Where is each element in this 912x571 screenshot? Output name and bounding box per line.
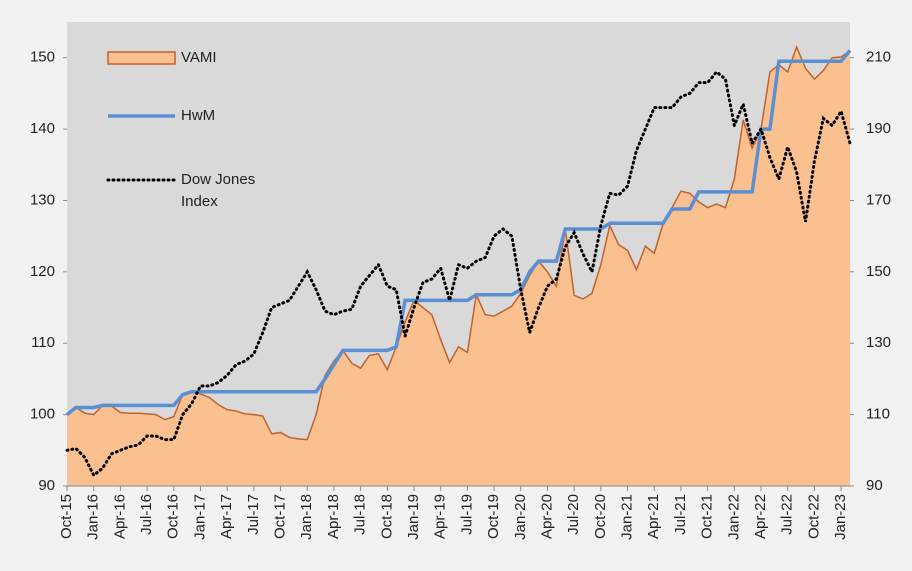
y-tick-label: 110: [31, 334, 55, 351]
y2-tick-label: 150: [866, 263, 891, 280]
y-tick-label: 120: [30, 263, 55, 280]
x-tick-label: Jan-16: [85, 494, 102, 540]
x-tick-label: Jan-18: [298, 494, 315, 540]
x-tick-label: Oct-22: [805, 494, 822, 539]
x-tick-label: Apr-16: [111, 494, 128, 539]
x-tick-label: Jan-22: [725, 494, 742, 540]
y2-tick-label: 90: [866, 477, 883, 494]
x-tick-label: Jan-19: [405, 494, 422, 540]
y-tick-label: 140: [30, 120, 55, 137]
x-tick-label: Oct-18: [378, 494, 395, 539]
x-tick-label: Oct-21: [699, 494, 716, 539]
y-tick-label: 90: [38, 477, 55, 494]
x-tick-label: Oct-17: [272, 494, 289, 539]
legend-swatch: [107, 51, 176, 65]
x-tick-label: Oct-19: [485, 494, 502, 539]
x-tick-label: Jul-21: [672, 494, 689, 535]
x-tick-label: Oct-16: [165, 494, 182, 539]
legend-label: HwM: [181, 107, 216, 124]
y2-tick-label: 110: [866, 406, 890, 423]
x-tick-label: Apr-18: [325, 494, 342, 539]
x-tick-label: Oct-15: [58, 494, 75, 539]
x-tick-label: Apr-17: [218, 494, 235, 539]
y2-tick-label: 130: [866, 334, 891, 351]
x-tick-label: Jan-20: [512, 494, 529, 540]
x-tick-label: Jul-19: [458, 494, 475, 535]
y2-tick-label: 170: [866, 191, 891, 208]
x-tick-label: Jul-22: [779, 494, 796, 535]
y-tick-label: 150: [30, 49, 55, 66]
y-tick-label: 100: [30, 406, 55, 423]
x-tick-label: Jan-21: [619, 494, 636, 540]
x-tick-label: Jul-17: [245, 494, 262, 535]
legend-label: VAMI: [181, 49, 217, 66]
legend-label: Dow Jones Index: [181, 171, 256, 210]
x-tick-label: Apr-19: [432, 494, 449, 539]
dow-line: [65, 69, 852, 478]
x-tick-label: Jan-17: [191, 494, 208, 540]
y-tick-label: 130: [30, 191, 55, 208]
vami-area: [67, 46, 850, 486]
y2-tick-label: 210: [866, 49, 891, 66]
x-tick-label: Jul-18: [352, 494, 369, 535]
x-tick-label: Jul-16: [138, 494, 155, 535]
x-tick-label: Oct-20: [592, 494, 609, 539]
y2-tick-label: 190: [866, 120, 891, 137]
x-tick-label: Apr-21: [645, 494, 662, 539]
x-tick-label: Jan-23: [832, 494, 849, 540]
x-tick-label: Apr-20: [538, 494, 555, 539]
x-tick-label: Apr-22: [752, 494, 769, 539]
x-tick-label: Jul-20: [565, 494, 582, 535]
